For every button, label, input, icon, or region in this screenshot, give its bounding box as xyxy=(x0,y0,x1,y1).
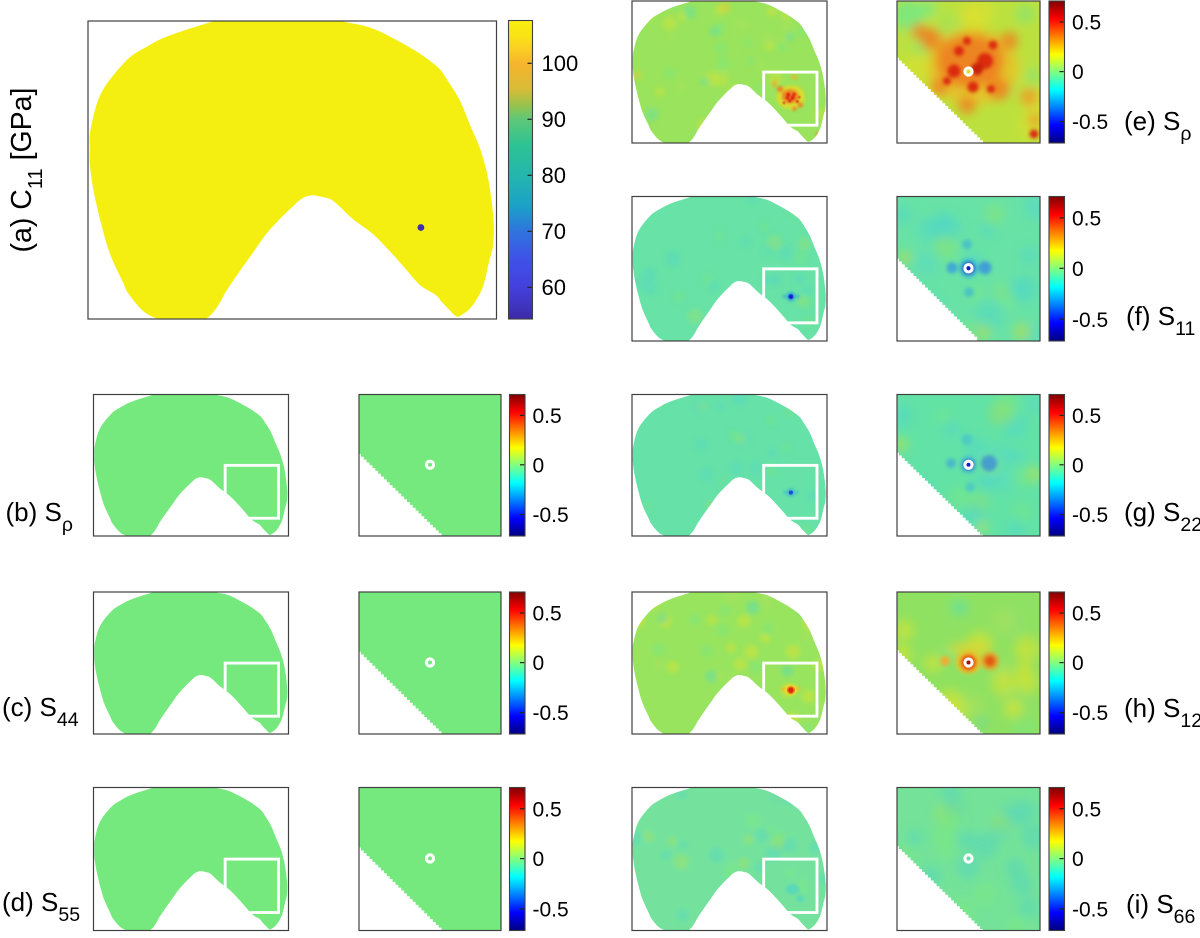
svg-text:0: 0 xyxy=(1072,848,1084,871)
svg-text:0.5: 0.5 xyxy=(1072,405,1101,428)
svg-text:0: 0 xyxy=(1072,454,1084,477)
svg-text:80: 80 xyxy=(542,163,566,188)
svg-text:-0.5: -0.5 xyxy=(1072,111,1108,134)
svg-text:-0.5: -0.5 xyxy=(1072,899,1108,922)
svg-text:0: 0 xyxy=(1072,61,1084,84)
svg-text:-0.5: -0.5 xyxy=(533,899,569,922)
svg-text:0.5: 0.5 xyxy=(1072,208,1101,231)
svg-text:0.5: 0.5 xyxy=(1072,603,1101,626)
svg-text:-0.5: -0.5 xyxy=(1072,504,1108,527)
svg-text:-0.5: -0.5 xyxy=(533,702,569,725)
svg-text:0.5: 0.5 xyxy=(533,603,562,626)
svg-text:0: 0 xyxy=(533,454,545,477)
svg-text:0: 0 xyxy=(1072,652,1084,675)
svg-text:0.5: 0.5 xyxy=(1072,12,1101,35)
svg-text:0: 0 xyxy=(533,848,545,871)
svg-text:60: 60 xyxy=(542,275,566,300)
svg-text:-0.5: -0.5 xyxy=(1072,702,1108,725)
svg-text:100: 100 xyxy=(542,51,579,76)
svg-text:0.5: 0.5 xyxy=(533,798,562,821)
svg-text:90: 90 xyxy=(542,107,566,132)
svg-text:0.5: 0.5 xyxy=(533,405,562,428)
svg-text:0: 0 xyxy=(1072,258,1084,281)
svg-text:0.5: 0.5 xyxy=(1072,798,1101,821)
svg-text:70: 70 xyxy=(542,219,566,244)
svg-text:-0.5: -0.5 xyxy=(1072,309,1108,332)
svg-text:0: 0 xyxy=(533,652,545,675)
svg-text:-0.5: -0.5 xyxy=(533,504,569,527)
